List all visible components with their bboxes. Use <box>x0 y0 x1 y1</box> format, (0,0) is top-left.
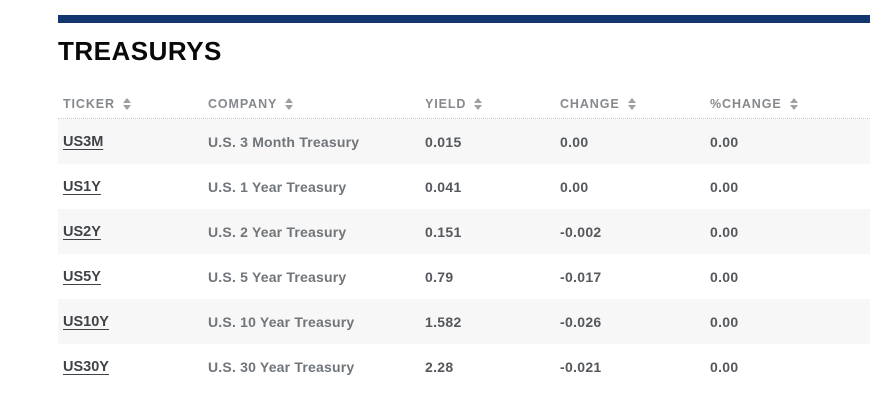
column-header-label: YIELD <box>425 96 467 111</box>
column-header-yield[interactable]: YIELD <box>420 97 555 111</box>
treasurys-table: TICKER COMPANY YIELD CHANGE %CHANGE US3M <box>58 91 870 389</box>
sort-arrows-icon[interactable] <box>122 97 131 110</box>
change-cell: -0.026 <box>560 313 602 330</box>
company-cell: U.S. 30 Year Treasury <box>208 358 355 375</box>
table-row-us2y: US2Y U.S. 2 Year Treasury 0.151 -0.002 0… <box>58 209 870 254</box>
table-row-us5y: US5Y U.S. 5 Year Treasury 0.79 -0.017 0.… <box>58 254 870 299</box>
table-row-us30y: US30Y U.S. 30 Year Treasury 2.28 -0.021 … <box>58 344 870 389</box>
change-cell: -0.017 <box>560 268 602 285</box>
change-cell: -0.002 <box>560 223 602 240</box>
table-header-row: TICKER COMPANY YIELD CHANGE %CHANGE <box>58 91 870 119</box>
column-header-label: COMPANY <box>208 96 278 111</box>
sort-arrows-icon[interactable] <box>627 97 636 110</box>
column-header-label: CHANGE <box>560 96 620 111</box>
column-header-ticker[interactable]: TICKER <box>58 97 203 111</box>
change-cell: 0.00 <box>560 133 589 150</box>
yield-cell: 0.015 <box>425 133 462 150</box>
table-row-us1y: US1Y U.S. 1 Year Treasury 0.041 0.00 0.0… <box>58 164 870 209</box>
page-title: TREASURYS <box>58 36 222 66</box>
column-header-label: %CHANGE <box>710 96 782 111</box>
table-row-us3m: US3M U.S. 3 Month Treasury 0.015 0.00 0.… <box>58 119 870 164</box>
pct-change-cell: 0.00 <box>710 223 739 240</box>
ticker-link[interactable]: US30Y <box>63 359 109 375</box>
yield-cell: 2.28 <box>425 358 454 375</box>
company-cell: U.S. 5 Year Treasury <box>208 268 347 285</box>
accent-bar <box>58 15 870 23</box>
ticker-link[interactable]: US2Y <box>63 224 101 240</box>
pct-change-cell: 0.00 <box>710 268 739 285</box>
column-header-label: TICKER <box>63 96 115 111</box>
company-cell: U.S. 1 Year Treasury <box>208 178 347 195</box>
column-header-company[interactable]: COMPANY <box>203 97 420 111</box>
change-cell: 0.00 <box>560 178 589 195</box>
company-cell: U.S. 10 Year Treasury <box>208 313 355 330</box>
company-cell: U.S. 3 Month Treasury <box>208 133 360 150</box>
ticker-link[interactable]: US3M <box>63 134 104 150</box>
column-header-change[interactable]: CHANGE <box>555 97 705 111</box>
pct-change-cell: 0.00 <box>710 358 739 375</box>
table-row-us10y: US10Y U.S. 10 Year Treasury 1.582 -0.026… <box>58 299 870 344</box>
yield-cell: 1.582 <box>425 313 462 330</box>
sort-arrows-icon[interactable] <box>285 97 294 110</box>
ticker-link[interactable]: US5Y <box>63 269 101 285</box>
change-cell: -0.021 <box>560 358 602 375</box>
pct-change-cell: 0.00 <box>710 178 739 195</box>
yield-cell: 0.151 <box>425 223 462 240</box>
treasurys-module: TREASURYS TICKER COMPANY YIELD CHANGE %C… <box>58 15 870 389</box>
ticker-link[interactable]: US10Y <box>63 314 109 330</box>
yield-cell: 0.041 <box>425 178 462 195</box>
yield-cell: 0.79 <box>425 268 454 285</box>
pct-change-cell: 0.00 <box>710 133 739 150</box>
pct-change-cell: 0.00 <box>710 313 739 330</box>
column-header-pct-change[interactable]: %CHANGE <box>705 97 870 111</box>
sort-arrows-icon[interactable] <box>474 97 483 110</box>
ticker-link[interactable]: US1Y <box>63 179 101 195</box>
sort-arrows-icon[interactable] <box>789 97 798 110</box>
company-cell: U.S. 2 Year Treasury <box>208 223 347 240</box>
